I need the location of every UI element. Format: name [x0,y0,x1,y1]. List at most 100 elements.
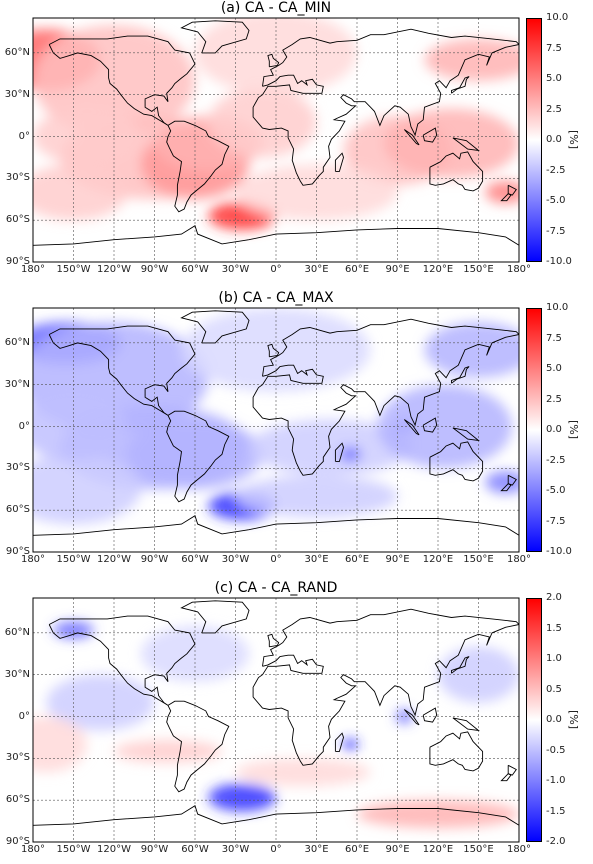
coastline [267,633,280,648]
lat-label: 30°S [5,752,30,764]
anomaly-blob [141,625,249,682]
coastline [429,731,484,772]
lat-label: 60°S [5,214,30,226]
anomaly-blob [424,38,519,81]
colorbar-tick-label: 0.0 [546,424,562,435]
coastline [33,225,519,246]
colorbar-tick-label: -5.0 [546,485,566,496]
lon-label: 90°E [385,264,410,275]
panel-c: (c) CA - CA_RAND 60°N 30°N 0° 30°S 60°S 90°S 18… [0,580,593,864]
anomaly-blob [33,716,87,773]
coastline [451,366,470,384]
lon-label: 60°E [344,264,370,275]
map-plot [32,17,520,263]
colorbar-tick-label: 2.5 [546,393,562,405]
anomaly-blob [342,738,359,750]
colorbar-tick-label: -2.0 [546,836,566,847]
panel-title: (a) CA - CA_MIN [220,0,332,16]
anomaly-blob [208,783,276,812]
anomaly-blob [208,87,317,158]
lon-label: 90°W [140,264,169,275]
coastline [33,805,519,826]
lon-label: 180° [506,264,532,275]
coastline [429,441,484,482]
coastline [452,717,481,732]
coastline [180,310,250,344]
colorbar-tick-label: -1.5 [546,805,566,817]
coastline [252,318,519,476]
anomaly-blob [396,709,413,724]
colorbar-tick-label: 2.0 [546,592,562,603]
lat-label: 30°N [4,88,30,100]
coastline [422,417,438,433]
colorbar-tick-label: -7.5 [546,225,566,237]
colorbar-tick-label: 1.0 [546,653,562,664]
coastline [166,700,230,793]
map-plot [32,307,520,553]
coastline [500,193,512,202]
colorbar-tick-label: 2.5 [546,103,562,115]
coastline [267,53,280,68]
lat-label: 90°S [5,256,30,267]
coastline [429,151,484,192]
colorbar-tick-label: 0.5 [546,683,562,695]
lat-label: 0° [18,710,30,722]
lon-label: 120°W [97,554,131,565]
coastline [334,442,344,462]
anomaly-blob [33,391,128,462]
lat-label: 60°N [4,46,30,58]
colorbar-tick-label: -2.5 [546,454,566,466]
coastline [48,325,196,416]
lon-label: 120°W [97,264,131,275]
coastline [507,474,517,486]
anomaly-blob [485,471,519,494]
colorbar-tick-label: 0.0 [546,714,562,725]
panel-title: (c) CA - CA_RAND [214,580,338,596]
map-frame [32,17,520,263]
lat-label: 30°N [4,668,30,680]
coastline [452,137,481,152]
colorbar-tick-label: -1.0 [546,775,566,786]
lat-label: 60°S [5,794,30,806]
lon-label: 60°W [181,554,209,565]
lon-label: 0° [270,554,282,565]
lon-label: 30°E [304,554,329,565]
coastline [48,615,196,706]
lat-label: 0° [18,420,30,432]
anomaly-blob [114,740,222,763]
panel-b: (b) CA - CA_MAX 60°N 30°N 0° 30°S 60°S 90°S 180… [0,290,593,574]
lon-label: 60°E [344,554,370,565]
lon-label: 180° [506,554,532,565]
colorbar-tick-label: 0.0 [546,134,562,145]
lat-label: 90°S [5,836,30,847]
lat-label: 60°N [4,626,30,638]
colorbar-tick-label: -10.0 [546,546,572,557]
coastline [267,343,280,358]
lon-label: 30°W [221,264,250,275]
anomaly-blob [33,454,141,525]
colorbar-tick-label: 1.5 [546,622,562,634]
anomaly-blob [384,108,519,179]
colorbar-tick-label: -5.0 [546,195,566,206]
colorbar-tick-label: 5.0 [546,73,562,84]
coastline [500,483,512,492]
coastline [500,773,512,782]
lon-label: 30°W [221,554,250,565]
colorbar [526,598,542,842]
coastline [422,127,438,143]
coastline [422,707,438,723]
colorbar-tick-label: -10.0 [546,256,572,267]
coastline [403,709,420,726]
lat-label: 60°S [5,504,30,516]
colorbar-unit: [%] [567,130,580,150]
colorbar-unit: [%] [567,420,580,440]
map-plot [32,597,520,843]
lat-label: 60°N [4,336,30,348]
lat-label: 30°N [4,378,30,390]
colorbar [526,18,542,262]
colorbar-tick-label: 7.5 [546,42,562,54]
coastline [403,419,420,436]
colorbar-tick-label: -0.5 [546,744,566,756]
map-frame [32,597,520,843]
coastline [180,600,250,634]
